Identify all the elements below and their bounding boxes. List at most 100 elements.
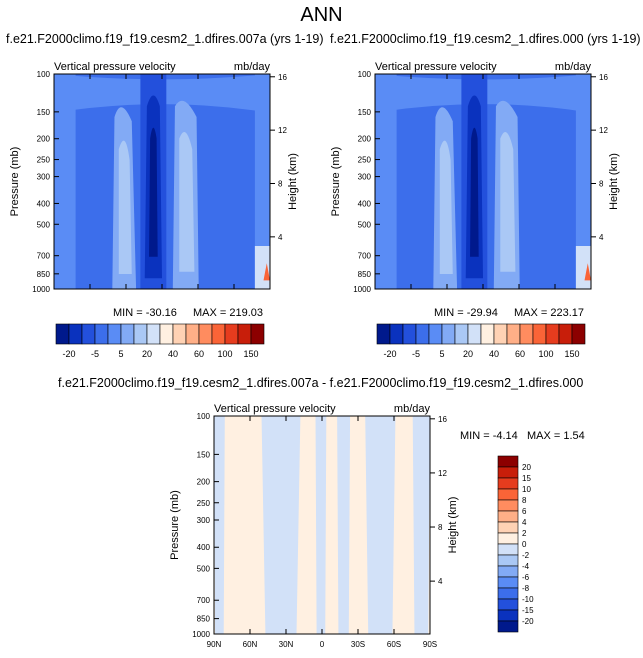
height-tick-label: 16	[278, 73, 287, 82]
field-descent-sh-core	[500, 131, 516, 272]
colorbar-swatch	[159, 323, 174, 345]
colorbar-swatch	[480, 323, 495, 345]
colorbar-swatch	[389, 323, 404, 345]
colorbar-swatch	[497, 609, 519, 622]
contour-field	[54, 74, 270, 289]
y-tick-label: 200	[37, 135, 51, 144]
colorbar-swatch	[519, 323, 534, 345]
colorbar-swatch	[250, 323, 265, 345]
x-tick-label: 60S	[387, 640, 401, 649]
colorbar-swatch	[81, 323, 96, 345]
colorbar-label: 100	[217, 349, 232, 359]
y-tick-label: 150	[37, 108, 51, 117]
colorbar-swatch	[68, 323, 83, 345]
field-descent-nh-core	[118, 140, 132, 274]
units-label: mb/day	[394, 403, 431, 415]
colorbar-swatch	[497, 576, 519, 589]
field-band	[54, 74, 76, 289]
colorbar-swatch	[133, 323, 148, 345]
panel-3-run-title: f.e21.F2000climo.f19_f19.cesm2_1.dfires.…	[58, 376, 584, 390]
field-band	[375, 74, 397, 289]
field-negative-band	[365, 416, 396, 634]
colorbar-swatch	[497, 499, 519, 512]
field-negative-band	[412, 416, 430, 634]
colorbar-swatch	[55, 323, 70, 345]
colorbar-label: 6	[522, 507, 527, 516]
panel-1-max-label: MAX = 219.03	[193, 307, 264, 319]
y-tick-label: 500	[37, 220, 51, 229]
units-label: mb/day	[555, 61, 592, 73]
y-tick-label: 400	[358, 199, 372, 208]
y2-axis-label: Height (km)	[287, 153, 299, 210]
colorbar-swatch	[497, 565, 519, 578]
y-tick-label: 100	[197, 412, 211, 421]
colorbar-label: -6	[522, 573, 530, 582]
panel-1-run-title: f.e21.F2000climo.f19_f19.cesm2_1.dfires.…	[6, 32, 324, 46]
colorbar-label: -20	[383, 349, 396, 359]
colorbar-label: -5	[412, 349, 420, 359]
colorbar-swatch	[120, 323, 135, 345]
x-tick-label: 30N	[279, 640, 294, 649]
panel-1-plot: 90N60N30N030S60S90S100150200250300400500…	[9, 61, 299, 293]
colorbar-label: -4	[522, 562, 530, 571]
height-tick-label: 4	[599, 233, 604, 242]
colorbar-label: 20	[522, 463, 531, 472]
colorbar-label: 100	[538, 349, 553, 359]
y-tick-label: 700	[197, 596, 211, 605]
colorbar-swatch	[558, 323, 573, 345]
colorbar-label: 150	[564, 349, 579, 359]
y-tick-label: 500	[197, 564, 211, 573]
y-tick-label: 100	[358, 70, 372, 79]
y-tick-label: 700	[358, 252, 372, 261]
field-negative-band	[315, 416, 327, 634]
y-tick-label: 1000	[192, 630, 210, 639]
colorbar-swatch	[107, 323, 122, 345]
colorbar-swatch	[497, 521, 519, 534]
colorbar-swatch	[497, 532, 519, 545]
colorbar-swatch	[497, 510, 519, 523]
colorbar-swatch	[198, 323, 213, 345]
colorbar-swatch	[497, 455, 519, 468]
field-antarctic-peak	[584, 263, 591, 281]
y-tick-label: 300	[358, 173, 372, 182]
height-tick-label: 4	[438, 577, 443, 586]
colorbar-label: -20	[522, 617, 534, 626]
field-itcz-core	[470, 127, 479, 257]
field-descent-nh-core	[439, 140, 453, 274]
colorbar-label: -2	[522, 551, 530, 560]
y-tick-label: 500	[358, 220, 372, 229]
y-tick-label: 850	[197, 615, 211, 624]
colorbar-swatch	[428, 323, 443, 345]
colorbar-swatch	[497, 543, 519, 556]
y-tick-label: 250	[197, 499, 211, 508]
colorbar-swatch	[454, 323, 469, 345]
colorbar-label: 60	[515, 349, 525, 359]
y-tick-label: 850	[37, 270, 51, 279]
panel-2-plot: 90N60N30N030S60S90S100150200250300400500…	[330, 61, 620, 293]
colorbar-label: 10	[522, 485, 531, 494]
y-tick-label: 1000	[32, 285, 50, 293]
contour-field	[375, 74, 591, 289]
variable-label: Vertical pressure velocity	[54, 61, 176, 73]
colorbar-swatch	[545, 323, 560, 345]
field-negative-band	[261, 416, 301, 634]
field-descent-sh-core	[179, 131, 195, 272]
panel-3-min-label: MIN = -4.14	[460, 430, 518, 442]
colorbar-swatch	[415, 323, 430, 345]
x-tick-label: 60N	[243, 640, 258, 649]
colorbar-swatch	[211, 323, 226, 345]
colorbar-label: 40	[168, 349, 178, 359]
colorbar-swatch	[497, 554, 519, 567]
colorbar-swatch	[237, 323, 252, 345]
y-tick-label: 200	[358, 135, 372, 144]
colorbar-swatch	[497, 620, 519, 633]
colorbar-swatch	[172, 323, 187, 345]
y-tick-label: 100	[37, 70, 51, 79]
colorbar-swatch	[146, 323, 161, 345]
height-tick-label: 12	[278, 126, 287, 135]
field-itcz-core	[149, 127, 158, 257]
panel-2-max-label: MAX = 223.17	[514, 307, 585, 319]
y-axis-label: Pressure (mb)	[330, 147, 342, 217]
colorbar-label: 60	[194, 349, 204, 359]
